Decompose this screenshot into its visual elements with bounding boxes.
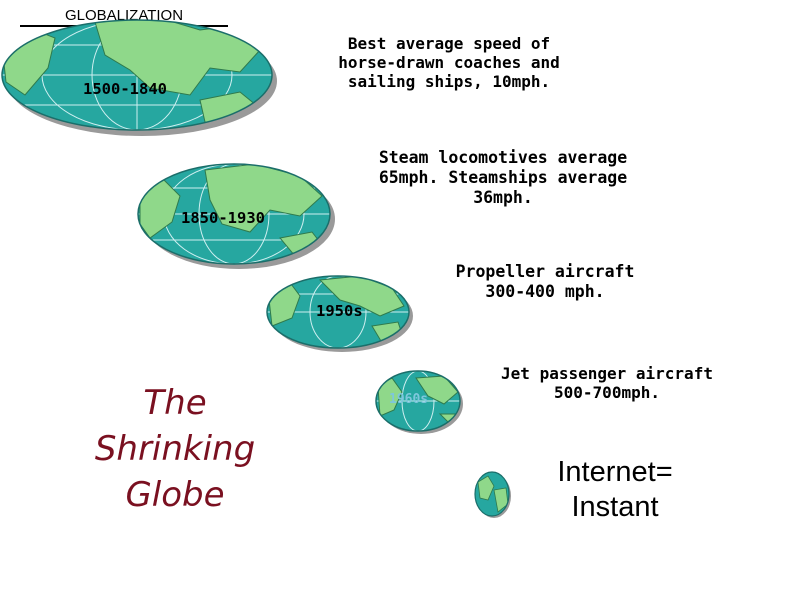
globe-icon <box>266 275 413 352</box>
caption-internet: Internet= Instant <box>557 456 673 523</box>
shrinking-globe-title: The Shrinking Globe <box>94 383 256 515</box>
caption-1950s: Propeller aircraft 300-400 mph. <box>455 262 635 301</box>
caption-1960s: Jet passenger aircraft 500-700mph. <box>501 364 713 403</box>
globe-icon <box>375 370 463 434</box>
era-label-1960s: 1960s <box>389 392 429 407</box>
globe-icon <box>474 471 511 518</box>
globe-icon <box>137 163 335 269</box>
globe-icon <box>1 19 277 136</box>
era-label-1850-1930: 1850-1930 <box>181 209 265 227</box>
era-label-1500-1840: 1500-1840 <box>83 80 167 98</box>
era-label-1950s: 1950s <box>316 302 363 320</box>
caption-1850-1930: Steam locomotives average 65mph. Steamsh… <box>378 148 628 207</box>
caption-1500-1840: Best average speed of horse-drawn coache… <box>338 34 560 92</box>
